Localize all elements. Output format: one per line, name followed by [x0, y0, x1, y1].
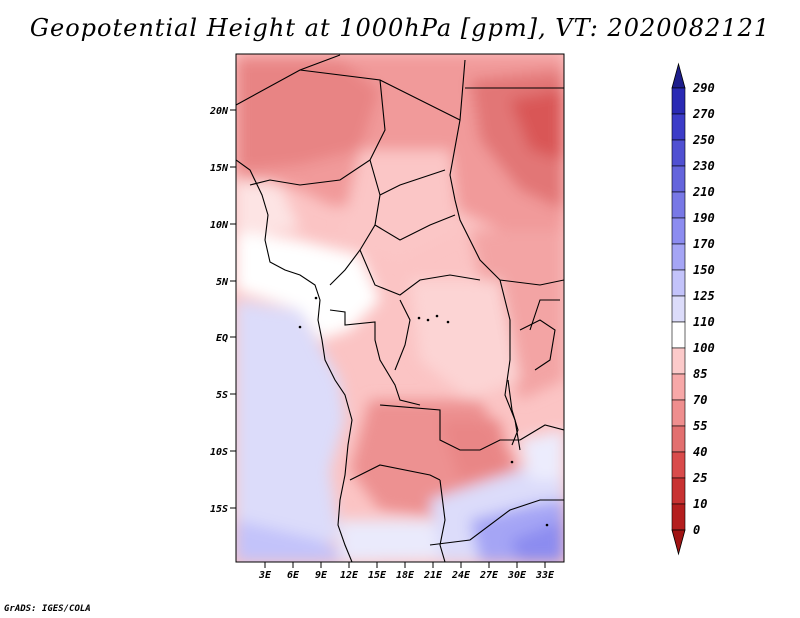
lat-label: 10S — [210, 447, 228, 458]
colorbar-label: 290 — [692, 81, 715, 95]
colorbar-swatch — [671, 347, 686, 375]
lon-label: 27E — [479, 570, 499, 581]
colorbar-label: 170 — [693, 237, 715, 251]
colorbar-label: 270 — [692, 107, 715, 121]
colorbar-swatch — [671, 191, 686, 219]
colorbar-label: 110 — [693, 315, 715, 329]
lat-label: 20N — [209, 106, 229, 117]
colorbar-label: 230 — [692, 159, 715, 173]
colorbar-label: 210 — [692, 185, 715, 199]
colorbar-swatch — [671, 425, 686, 453]
lat-label: 15S — [210, 504, 228, 515]
colorbar-swatch — [671, 451, 686, 479]
grads-credit: GrADS: IGES/COLA — [4, 604, 91, 614]
map-field — [236, 54, 564, 562]
lon-label: 33E — [535, 570, 555, 581]
colorbar-swatch — [671, 503, 686, 531]
colorbar-swatch — [671, 243, 686, 271]
colorbar-swatch — [671, 269, 686, 297]
colorbar-label: 190 — [693, 211, 715, 225]
map-frame — [235, 53, 565, 563]
lakes — [298, 296, 549, 527]
colorbar-swatch — [671, 113, 686, 141]
longitude-axis: 3E 6E 9E 12E 15E 18E 21E 24E 27E 30E 33E — [258, 562, 555, 581]
colorbar-swatch — [671, 217, 686, 245]
colorbar-label: 150 — [693, 263, 715, 277]
colorbar-swatch — [671, 295, 686, 323]
plot-title: Geopotential Height at 1000hPa [gpm], VT… — [29, 14, 771, 42]
lon-label: 18E — [396, 570, 415, 581]
colorbar-swatch — [671, 321, 686, 349]
lon-label: 15E — [368, 570, 387, 581]
colorbar-label: 70 — [693, 393, 707, 407]
colorbar-label: 250 — [692, 133, 715, 147]
colorbar-label: 100 — [693, 341, 715, 355]
colorbar-bottom-arrow — [671, 529, 686, 556]
colorbar-swatch — [671, 399, 686, 427]
lon-label: 21E — [423, 570, 443, 581]
lon-label: 24E — [451, 570, 471, 581]
colorbar-label: 40 — [693, 445, 707, 459]
colorbar-top-arrow — [671, 62, 686, 89]
lon-label: 30E — [507, 570, 527, 581]
colorbar-swatch — [671, 87, 686, 115]
colorbar-label: 85 — [693, 367, 707, 381]
latitude-axis: 20N 15N 10N 5N EQ 5S 10S 15S — [209, 106, 236, 515]
colorbar-swatch — [671, 477, 686, 505]
lat-label: 5S — [216, 390, 228, 401]
colorbar-label: 0 — [693, 523, 700, 537]
country-borders — [236, 54, 564, 562]
colorbar-swatch — [671, 373, 686, 401]
lat-label: 10N — [210, 220, 229, 231]
colorbar-swatch — [671, 139, 686, 167]
lon-label: 6E — [287, 570, 300, 581]
lon-label: 12E — [340, 570, 359, 581]
colorbar: 2902702502302101901701501251101008570554… — [671, 62, 715, 556]
lat-label: 15N — [210, 163, 229, 174]
lon-label: 3E — [258, 570, 272, 581]
colorbar-label: 125 — [693, 289, 715, 303]
colorbar-label: 10 — [693, 497, 707, 511]
lat-label: EQ — [216, 333, 228, 344]
colorbar-label: 55 — [693, 419, 707, 433]
colorbar-swatch — [671, 165, 686, 193]
colorbar-label: 25 — [692, 471, 707, 485]
lon-label: 9E — [315, 570, 328, 581]
lat-label: 5N — [216, 277, 229, 288]
